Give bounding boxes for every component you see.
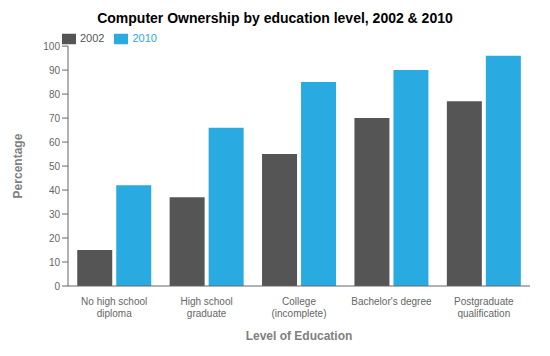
svg-text:Percentage: Percentage: [11, 133, 25, 198]
svg-text:10: 10: [49, 257, 61, 268]
svg-text:100: 100: [43, 41, 60, 52]
svg-text:40: 40: [49, 185, 61, 196]
svg-text:60: 60: [49, 137, 61, 148]
svg-text:Level of Education: Level of Education: [246, 329, 353, 343]
svg-text:50: 50: [49, 161, 61, 172]
html-text:2002: 2002: [80, 32, 105, 44]
svg-text:30: 30: [49, 209, 61, 220]
svg-text:High schoolgraduate: High schoolgraduate: [180, 296, 232, 319]
svg-text:Bachelor's degree: Bachelor's degree: [351, 296, 432, 307]
svg-text:Postgraduatequalification: Postgraduatequalification: [454, 296, 514, 319]
svg-text:20: 20: [49, 233, 61, 244]
svg-text:90: 90: [49, 65, 61, 76]
svg-text:0: 0: [54, 281, 60, 292]
html-text:2010: 2010: [132, 32, 157, 44]
svg-text:College(incomplete): College(incomplete): [271, 296, 326, 319]
html-text:Computer Ownership by educatio: Computer Ownership by education level, 2…: [97, 10, 453, 26]
svg-text:80: 80: [49, 89, 61, 100]
svg-text:No high schooldiploma: No high schooldiploma: [81, 296, 147, 319]
svg-text:70: 70: [49, 113, 61, 124]
